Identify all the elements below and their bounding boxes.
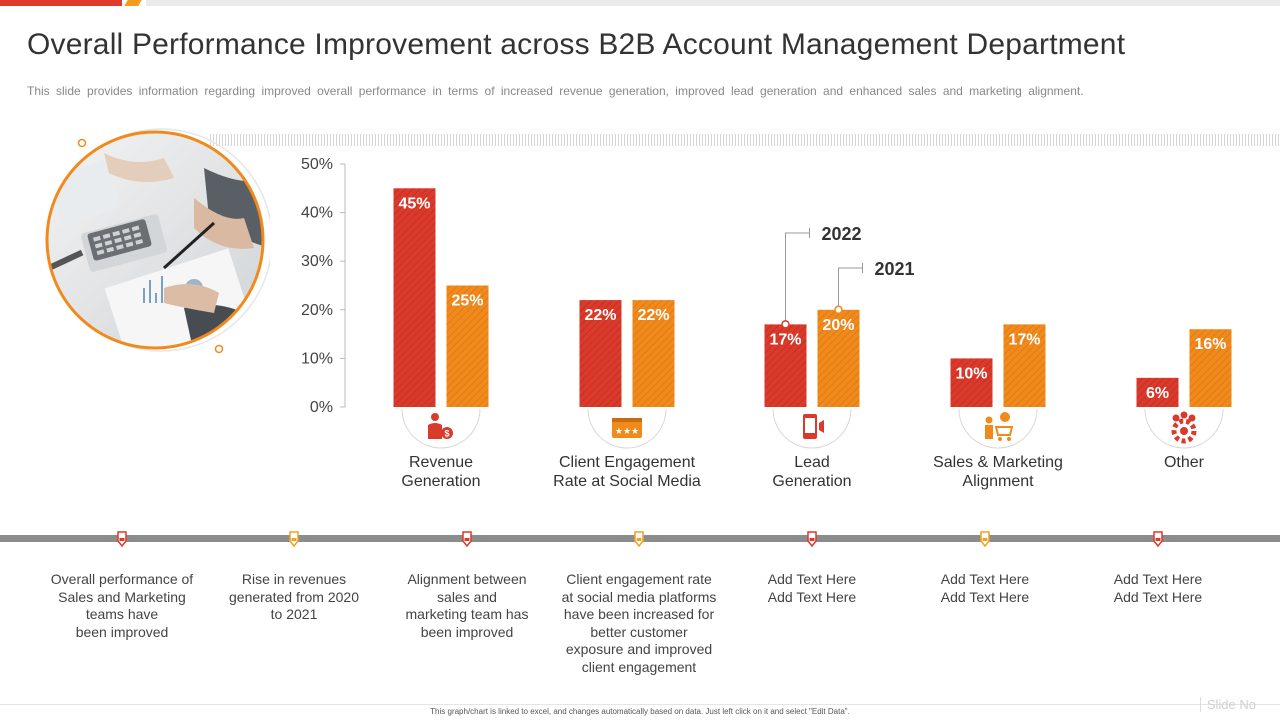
timeline-text: Add Text Here Add Text Here: [1113, 571, 1203, 605]
bar-chart: 0% 10% 20% 30% 40% 50% 45% 25% Revenue Generation…: [301, 156, 1232, 490]
y-tick-label: 40%: [301, 205, 333, 222]
legend-leader-line: [838, 267, 863, 310]
y-tick-label: 10%: [301, 350, 333, 367]
bar-2022: [1136, 377, 1179, 407]
timeline-text: Rise in revenues generated from 2020 to …: [229, 571, 359, 623]
bar-2021: [632, 300, 675, 407]
bar-2021: [817, 309, 860, 407]
timeline-marker: [1153, 531, 1163, 548]
top-accent-gray: [146, 0, 1280, 6]
timeline-marker: [462, 531, 472, 548]
svg-text:$: $: [444, 429, 449, 439]
timeline-text: Add Text Here Add Text Here: [940, 571, 1030, 605]
shopping-cart-person-icon: [985, 412, 1014, 441]
bar-value-label: 6%: [1146, 385, 1169, 402]
bar-2022: [950, 358, 993, 407]
bar-2022: [393, 188, 436, 407]
bar-value-label: 22%: [637, 307, 669, 324]
timeline-marker: [980, 531, 990, 548]
timeline-marker: [117, 531, 127, 548]
legend-dot: [781, 320, 790, 329]
bar-value-label: 17%: [769, 331, 801, 348]
team-gear-icon: [1171, 411, 1197, 444]
bar-value-label: 45%: [398, 195, 430, 212]
svg-text:★★★: ★★★: [615, 427, 639, 437]
legend-label-2021: 2021: [875, 259, 915, 279]
category-label: Client Engagement Rate at Social Media: [553, 454, 701, 490]
timeline-text: Add Text Here Add Text Here: [767, 571, 857, 605]
bar-value-label: 16%: [1194, 336, 1226, 353]
bar-value-label: 25%: [451, 293, 483, 310]
bar-2022: [579, 300, 622, 407]
y-tick-label: 50%: [301, 156, 333, 173]
legend-dot: [834, 305, 843, 315]
timeline-text: Alignment between sales and marketing te…: [405, 571, 529, 640]
timeline-text: Overall performance of Sales and Marketi…: [50, 571, 194, 640]
rating-stars-icon: ★★★: [612, 418, 642, 438]
category-label: Sales & Marketing Alignment: [933, 454, 1063, 490]
legend-leader-line: [785, 232, 810, 325]
y-tick-label: 20%: [301, 302, 333, 319]
page-subtitle: This slide provides information regardin…: [27, 84, 1084, 98]
bar-2021: [446, 285, 489, 407]
timeline-marker: [289, 531, 299, 548]
icon-circle: [958, 408, 1038, 449]
bar-value-label: 22%: [584, 307, 616, 324]
slide-number: Slide No: [1199, 697, 1256, 712]
bar-value-label: 20%: [822, 317, 854, 334]
bar-value-label: 17%: [1008, 331, 1040, 348]
footer-divider: [0, 704, 1280, 705]
category-label: Lead Generation: [772, 454, 851, 490]
business-photo: [44, 128, 273, 354]
y-tick-label: 0%: [310, 399, 333, 416]
category-label: Other: [1164, 454, 1205, 471]
legend-label-2022: 2022: [822, 224, 862, 244]
bar-2021: [1189, 329, 1232, 407]
timeline-marker: [634, 531, 644, 548]
mobile-marketing-icon: [803, 414, 824, 439]
bar-2022: [764, 324, 807, 407]
bar-2021: [1003, 324, 1046, 407]
bar-value-label: 10%: [955, 365, 987, 382]
businessman-money-icon: $: [428, 413, 453, 439]
y-tick-label: 30%: [301, 253, 333, 270]
footnote: This graph/chart is linked to excel, and…: [430, 707, 850, 716]
category-label: Revenue Generation: [401, 454, 480, 490]
timeline-text: Client engagement rate at social media p…: [561, 571, 717, 675]
hatched-divider: [210, 134, 1280, 146]
page-title: Overall Performance Improvement across B…: [27, 28, 1126, 61]
top-accent-red: [0, 0, 122, 6]
timeline-marker: [807, 531, 817, 548]
